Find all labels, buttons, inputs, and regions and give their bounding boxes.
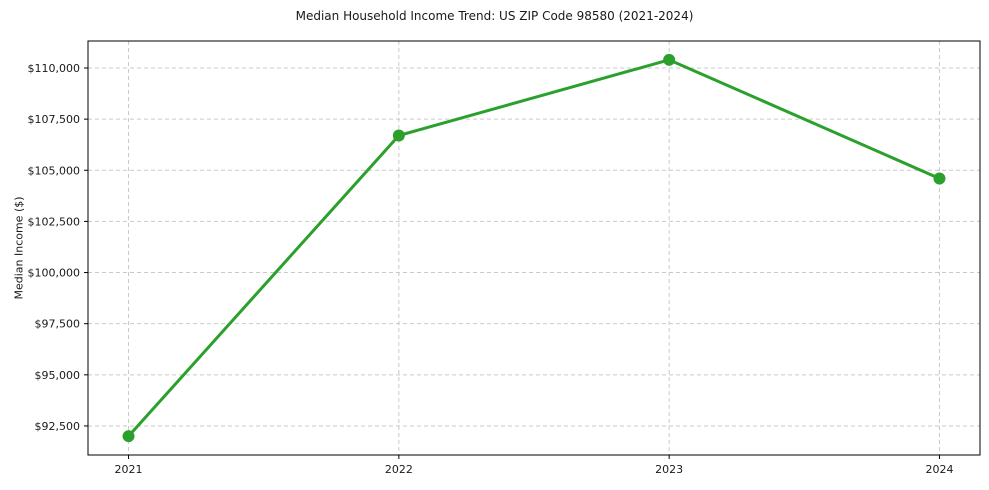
data-point-marker <box>663 53 676 66</box>
y-tick-label: $102,500 <box>28 215 81 228</box>
data-point-marker <box>122 430 135 443</box>
plot-border <box>87 40 981 456</box>
data-point-marker <box>933 172 946 185</box>
y-tick-label: $97,500 <box>35 318 81 331</box>
y-tick-label: $105,000 <box>28 164 81 177</box>
y-tick-label: $107,500 <box>28 113 81 126</box>
y-tick-label: $110,000 <box>28 62 81 75</box>
x-tick-label: 2022 <box>385 463 413 476</box>
x-tick-label: 2021 <box>115 463 143 476</box>
trend-line <box>127 58 941 438</box>
x-tick-label: 2023 <box>655 463 683 476</box>
data-point-marker <box>392 129 405 142</box>
y-tick-label: $100,000 <box>28 267 81 280</box>
x-tick-label: 2024 <box>925 463 953 476</box>
y-tick-label: $92,500 <box>35 420 81 433</box>
y-tick-label: $95,000 <box>35 369 81 382</box>
chart-title: Median Household Income Trend: US ZIP Co… <box>295 9 694 23</box>
